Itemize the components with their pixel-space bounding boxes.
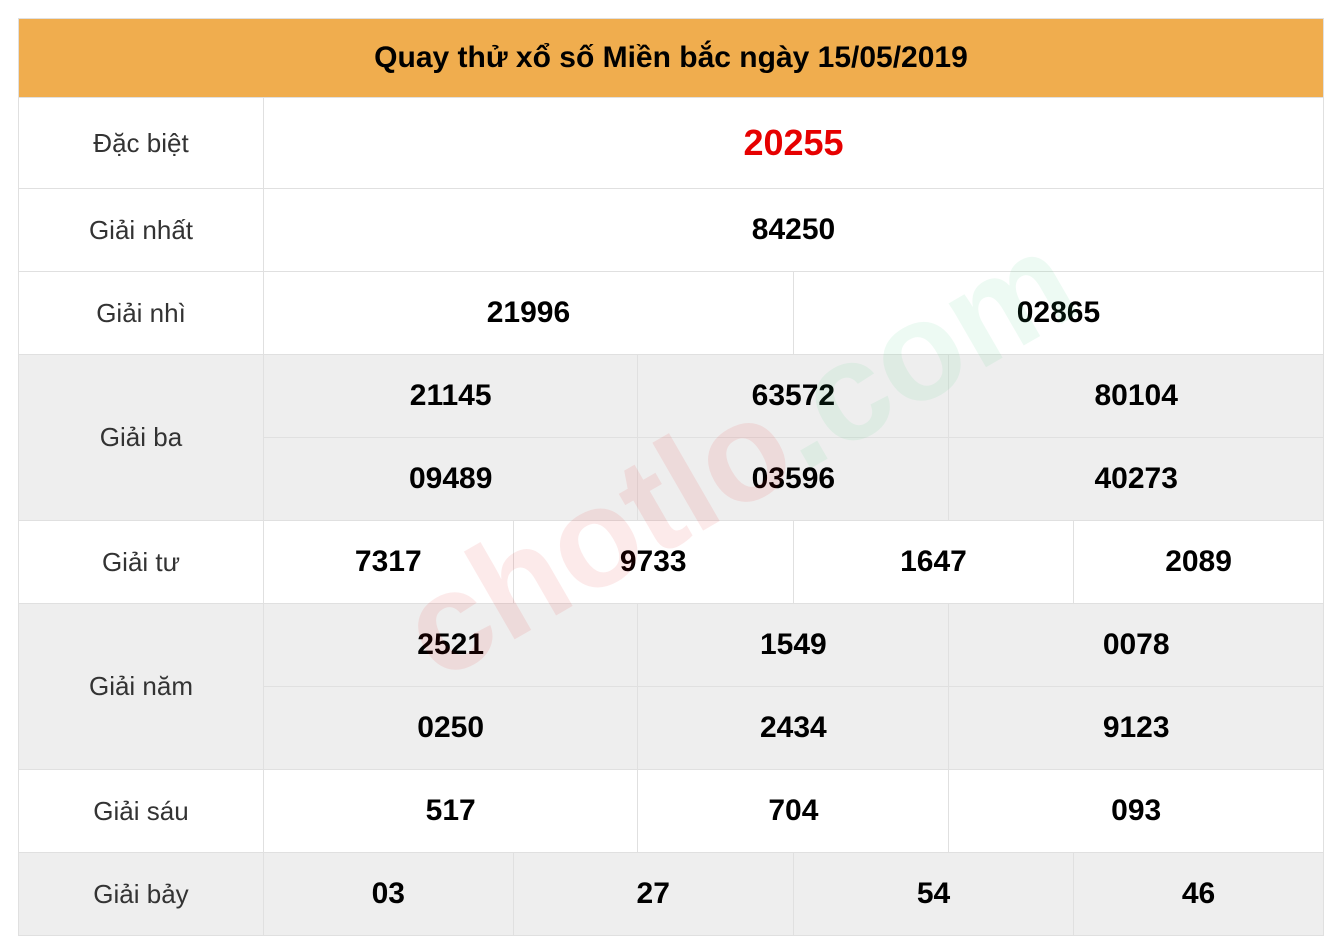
value-giaiba-r2-1: 03596 [638,438,949,521]
value-giaiba-r1-1: 63572 [638,355,949,438]
header-row: Quay thử xổ số Miền bắc ngày 15/05/2019 [19,19,1324,98]
lottery-table: Quay thử xổ số Miền bắc ngày 15/05/2019 … [18,18,1324,936]
value-giainam-r2-0: 0250 [264,687,638,770]
value-giainam-r2-2: 9123 [949,687,1324,770]
value-giaiba-r1-0: 21145 [264,355,638,438]
value-giaitu-1: 9733 [513,521,793,604]
row-giaiba-1: Giải ba 21145 63572 80104 [19,355,1324,438]
label-giainhat: Giải nhất [19,189,264,272]
row-dacbiet: Đặc biệt 20255 [19,98,1324,189]
row-giainam-1: Giải năm 2521 1549 0078 [19,604,1324,687]
value-dacbiet: 20255 [264,98,1324,189]
value-giainhi-1: 02865 [793,272,1323,355]
value-giainam-r1-1: 1549 [638,604,949,687]
value-giainhi-0: 21996 [264,272,794,355]
value-giaisau-0: 517 [264,770,638,853]
value-giaitu-2: 1647 [793,521,1073,604]
table-title: Quay thử xổ số Miền bắc ngày 15/05/2019 [19,19,1324,98]
value-giaitu-3: 2089 [1074,521,1324,604]
row-giaibay: Giải bảy 03 27 54 46 [19,853,1324,936]
value-giaiba-r2-0: 09489 [264,438,638,521]
value-giaisau-2: 093 [949,770,1324,853]
value-giaibay-2: 54 [793,853,1073,936]
label-dacbiet: Đặc biệt [19,98,264,189]
value-giaisau-1: 704 [638,770,949,853]
label-giainhi: Giải nhì [19,272,264,355]
value-giaibay-3: 46 [1074,853,1324,936]
label-giaibay: Giải bảy [19,853,264,936]
value-giainam-r1-0: 2521 [264,604,638,687]
label-giaitu: Giải tư [19,521,264,604]
value-giaibay-0: 03 [264,853,514,936]
label-giainam: Giải năm [19,604,264,770]
row-giainhat: Giải nhất 84250 [19,189,1324,272]
row-giaisau: Giải sáu 517 704 093 [19,770,1324,853]
value-giainam-r2-1: 2434 [638,687,949,770]
value-giaiba-r1-2: 80104 [949,355,1324,438]
label-giaisau: Giải sáu [19,770,264,853]
value-giaitu-0: 7317 [264,521,514,604]
row-giainhi: Giải nhì 21996 02865 [19,272,1324,355]
row-giaitu: Giải tư 7317 9733 1647 2089 [19,521,1324,604]
value-giaiba-r2-2: 40273 [949,438,1324,521]
value-giaibay-1: 27 [513,853,793,936]
label-giaiba: Giải ba [19,355,264,521]
value-giainhat: 84250 [264,189,1324,272]
value-giainam-r1-2: 0078 [949,604,1324,687]
